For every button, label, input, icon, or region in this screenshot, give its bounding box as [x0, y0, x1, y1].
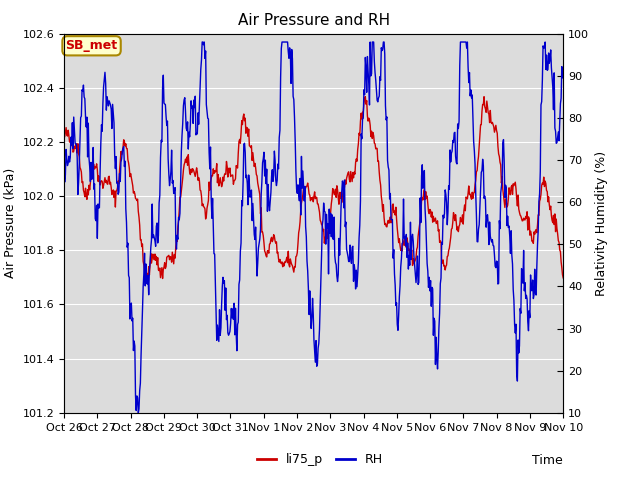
RH: [172, 237, 180, 242]
RH: [376, 93, 383, 99]
li75_p: [376, 169, 383, 175]
li75_p: [198, 203, 206, 208]
li75_p: [120, 139, 128, 144]
Legend: li75_p, RH: li75_p, RH: [252, 448, 388, 471]
RH: [390, 247, 397, 252]
RH: [199, 39, 207, 45]
RH: [69, 145, 77, 151]
li75_p: [390, 210, 397, 216]
li75_p: [559, 275, 567, 281]
Y-axis label: Air Pressure (kPa): Air Pressure (kPa): [4, 168, 17, 278]
RH: [198, 39, 206, 45]
li75_p: [172, 244, 180, 250]
RH: [134, 410, 142, 416]
li75_p: [362, 94, 369, 99]
li75_p: [69, 149, 77, 155]
li75_p: [141, 276, 149, 282]
RH: [120, 164, 128, 169]
li75_p: [60, 134, 68, 140]
RH: [60, 161, 68, 167]
Title: Air Pressure and RH: Air Pressure and RH: [237, 13, 390, 28]
RH: [559, 75, 567, 81]
Text: Time: Time: [532, 454, 563, 467]
Line: RH: RH: [64, 42, 563, 413]
Line: li75_p: li75_p: [64, 96, 563, 279]
Y-axis label: Relativity Humidity (%): Relativity Humidity (%): [595, 151, 607, 296]
Text: SB_met: SB_met: [65, 39, 118, 52]
